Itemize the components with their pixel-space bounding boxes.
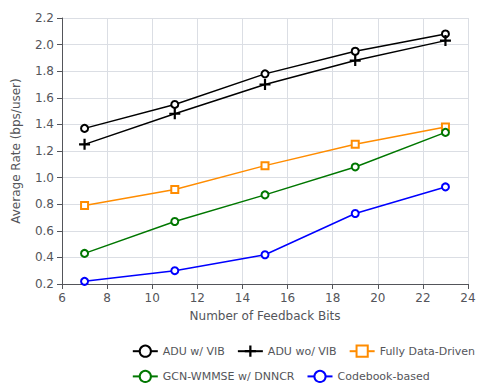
svg-text:Average Rate (bps/user): Average Rate (bps/user) — [9, 78, 23, 224]
svg-text:16: 16 — [280, 291, 295, 305]
svg-text:24: 24 — [460, 291, 475, 305]
svg-text:2.0: 2.0 — [35, 38, 54, 52]
svg-text:8: 8 — [103, 291, 111, 305]
svg-text:22: 22 — [415, 291, 430, 305]
svg-text:10: 10 — [145, 291, 160, 305]
svg-text:0.8: 0.8 — [35, 197, 54, 211]
svg-text:0.4: 0.4 — [35, 250, 54, 264]
svg-text:20: 20 — [370, 291, 385, 305]
svg-text:GCN-WMMSE w/ DNNCR: GCN-WMMSE w/ DNNCR — [163, 370, 295, 383]
svg-text:6: 6 — [58, 291, 66, 305]
svg-text:12: 12 — [190, 291, 205, 305]
svg-text:14: 14 — [235, 291, 250, 305]
svg-text:0.2: 0.2 — [35, 277, 54, 291]
svg-text:1.2: 1.2 — [35, 144, 54, 158]
svg-text:Fully Data-Driven: Fully Data-Driven — [380, 345, 475, 358]
svg-text:Number of Feedback Bits: Number of Feedback Bits — [190, 309, 341, 323]
svg-text:ADU wo/ VIB: ADU wo/ VIB — [268, 345, 337, 358]
svg-text:0.6: 0.6 — [35, 224, 54, 238]
svg-text:18: 18 — [325, 291, 340, 305]
svg-text:1.4: 1.4 — [35, 117, 54, 131]
svg-text:ADU w/ VIB: ADU w/ VIB — [163, 345, 225, 358]
svg-text:Codebook-based: Codebook-based — [338, 370, 430, 383]
svg-text:1.6: 1.6 — [35, 91, 54, 105]
svg-text:1.8: 1.8 — [35, 64, 54, 78]
svg-text:1.0: 1.0 — [35, 171, 54, 185]
svg-text:2.2: 2.2 — [35, 11, 54, 25]
